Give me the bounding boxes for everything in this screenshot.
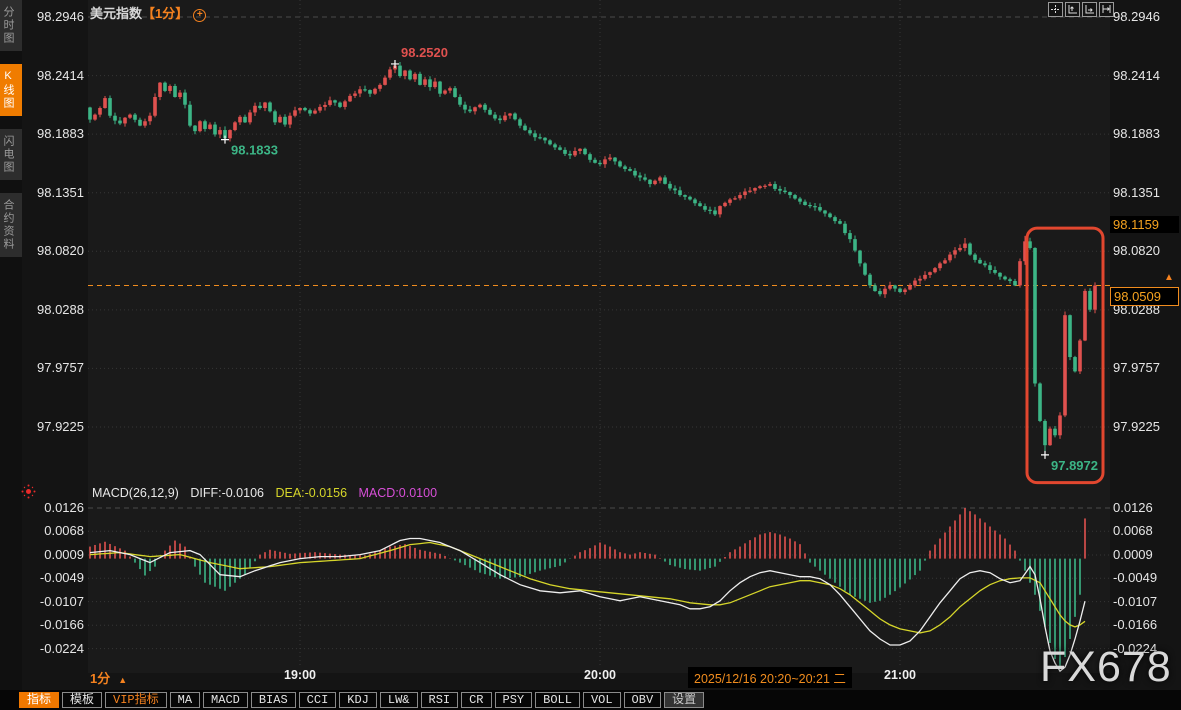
axis-tick-label: -0.0107 [1113,593,1158,609]
period-label: 【1分】 [142,6,189,21]
axis-tick-label: -0.0166 [1113,617,1158,633]
toolbar-item-1[interactable]: 模板 [62,692,103,708]
symbol-name: 美元指数 [90,6,143,21]
toolbar-item-2[interactable]: VIP指标 [105,692,167,708]
scale-x-axis-icon[interactable] [1082,2,1097,17]
indicator-toolbar: 指标 模板 VIP指标 MA MACD BIAS CCI KDJ LW& RSI CR PSY BOLL… [0,690,1181,710]
toolbar-item-9[interactable]: RSI [420,692,459,708]
axis-tick-label: 98.0288 [37,301,84,317]
axis-tick-label: 98.1883 [1113,126,1160,142]
watermark: FX678 [1040,643,1172,691]
axis-tick-label: 98.0820 [37,243,84,259]
axis-tick-label: 0.0009 [1113,547,1153,562]
axis-tick-label: 98.2946 [37,9,84,24]
axis-tick-label: 0.0068 [1113,523,1153,539]
toolbar-item-7[interactable]: KDJ [339,692,377,708]
axis-tick-label: 97.9757 [1113,360,1160,376]
axis-tick-label: 0.0068 [44,523,84,539]
price-flag-high: 98.1159 [1110,215,1179,233]
sidebar-tab-3[interactable]: 合约资料 [0,193,22,257]
axis-tick-label: -0.0224 [39,640,84,656]
sidebar: 分时图 K线图闪电图合约资料 [0,0,22,690]
svg-text:98.2520: 98.2520 [401,45,448,60]
price-up-arrow-icon: ▲ [1164,271,1174,283]
svg-text:98.1833: 98.1833 [231,143,278,158]
macd-params-label: MACD(26,12,9) [92,486,179,500]
axis-tick-label: 0.0126 [1113,500,1153,515]
sidebar-tab-2[interactable]: 闪电图 [0,129,22,180]
axis-tick-label: 97.9225 [1113,419,1160,435]
toolbar-item-0[interactable]: 指标 [19,692,60,708]
price-flag-last: 98.0509 [1110,286,1179,306]
chart-title: 美元指数【1分】 + [90,3,207,22]
timeframe-button[interactable]: 1分 ▲ [90,668,127,687]
timeframe-label: 1分 [90,671,111,686]
toolbar-item-8[interactable]: LW& [379,692,418,708]
axis-tick-label: 98.2414 [37,67,84,83]
toolbar-item-4[interactable]: MACD [203,692,248,708]
axis-tick-label: -0.0166 [39,617,84,633]
add-indicator-icon[interactable]: + [193,9,207,22]
toolbar-item-14[interactable]: OBV [623,692,662,708]
toolbar-item-13[interactable]: VOL [582,692,621,708]
sidebar-tab-0[interactable]: 分时图 [0,0,22,51]
axis-tick-label: 98.0288 [1113,301,1160,317]
toolbar-item-6[interactable]: CCI [298,692,337,708]
datetime-range-label: 2025/12/16 20:20~20:21 二 [688,667,852,688]
time-tick-label: 19:00 [284,668,316,682]
toolbar-item-10[interactable]: CR [461,692,492,708]
axis-tick-label: 0.0009 [44,547,84,562]
axis-tick-label: -0.0224 [1113,640,1158,656]
axis-toolbar [1048,2,1114,17]
time-axis: 1分 ▲ 19:00 20:00 21:00 2025/12/16 20:20~20:… [0,660,1181,690]
axis-tick-label: 97.9757 [37,360,84,376]
toolbar-item-12[interactable]: BOLL [535,692,580,708]
svg-text:97.8972: 97.8972 [1051,458,1098,473]
macd-header: MACD(26,12,9) DIFF:-0.0106 DEA:-0.0156 M… [92,486,445,500]
macd-dea-value: DEA:-0.0156 [275,486,348,500]
chevron-up-icon: ▲ [118,675,128,685]
toolbar-item-3[interactable]: MA [169,692,201,708]
axis-tick-label: 98.1883 [37,126,84,142]
axis-tick-label: 98.1351 [37,184,84,200]
live-burst-icon [26,489,31,494]
axis-tick-label: -0.0049 [1113,570,1158,586]
axis-tick-label: -0.0049 [39,570,84,586]
macd-diff-value: DIFF:-0.0106 [190,486,264,500]
sidebar-tab-1[interactable]: K线图 [0,64,22,116]
time-tick-label: 20:00 [584,668,616,682]
reset-scale-icon[interactable] [1099,2,1114,17]
axis-tick-label: 98.0820 [1113,243,1160,259]
chart-canvas[interactable]: 98.1833 98.2520 97.8972 [0,0,1181,673]
axis-tick-label: 97.9225 [37,419,84,435]
toolbar-item-11[interactable]: PSY [494,692,533,708]
axis-tick-label: 98.2414 [1113,67,1160,83]
toolbar-item-15[interactable]: 设置 [664,692,705,708]
axis-tick-label: 98.2946 [1113,9,1160,24]
time-tick-label: 21:00 [884,668,916,682]
macd-value: MACD:0.0100 [358,486,438,500]
axis-tick-label: 98.1351 [1113,184,1160,200]
scale-y-axis-icon[interactable] [1065,2,1080,17]
axis-tick-label: 0.0126 [44,500,84,515]
toolbar-item-5[interactable]: BIAS [250,692,296,708]
axis-tick-label: -0.0107 [39,593,84,609]
pan-crosshair-icon[interactable] [1048,2,1063,17]
